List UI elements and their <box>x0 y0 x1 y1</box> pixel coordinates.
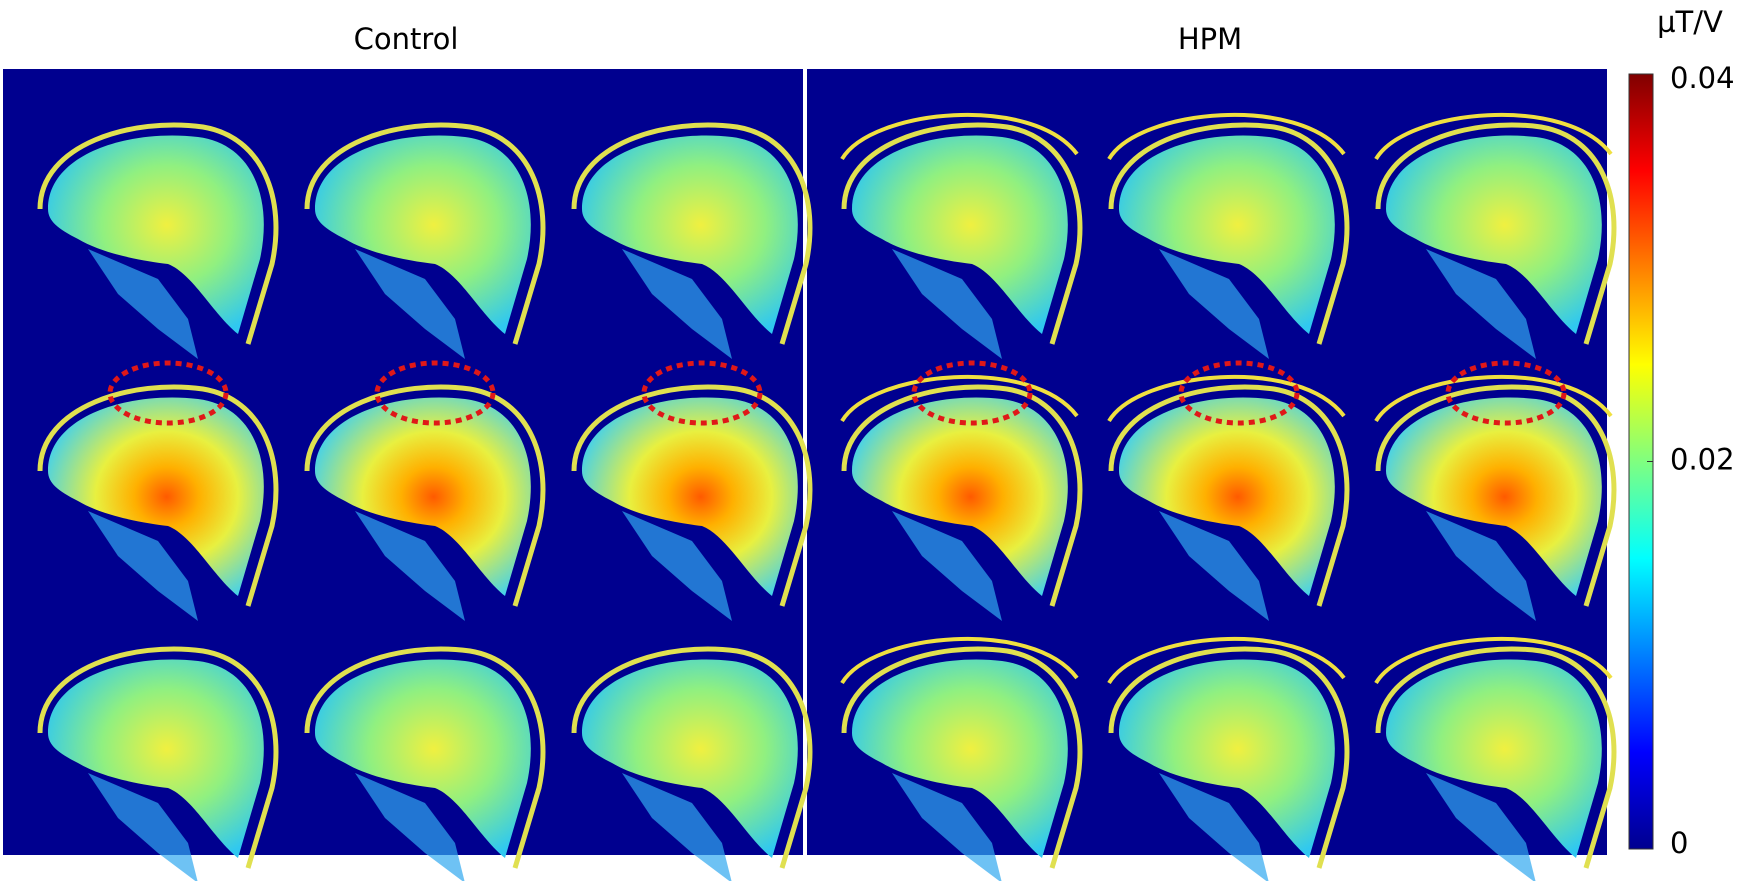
colorbar-tick-label: 0.02 <box>1670 443 1735 477</box>
region-marker <box>1178 360 1300 426</box>
lower-tissue <box>1159 773 1269 881</box>
brain-slice <box>571 122 813 359</box>
outer-arc <box>840 374 1079 423</box>
skull <box>304 384 546 607</box>
brain-slice <box>304 646 546 881</box>
panel-title: Control <box>354 22 459 56</box>
tissue <box>1119 659 1335 858</box>
tissue <box>1119 397 1335 596</box>
tissue <box>852 659 1068 858</box>
lower-tissue <box>892 773 1002 881</box>
tissue <box>852 397 1068 596</box>
skull <box>1108 646 1350 869</box>
lower-tissue <box>1426 249 1536 359</box>
tissue <box>48 659 264 858</box>
brain-slice <box>304 360 546 621</box>
lower-tissue <box>355 773 465 881</box>
skull <box>571 646 813 869</box>
outer-arc <box>840 112 1079 161</box>
skull <box>1375 384 1617 607</box>
lower-tissue <box>622 511 732 621</box>
colorbar-tick-label: 0.04 <box>1670 61 1735 95</box>
tissue <box>48 397 264 596</box>
brain-slice <box>1107 112 1350 359</box>
lower-tissue <box>1159 249 1269 359</box>
lower-tissue <box>892 511 1002 621</box>
lower-tissue <box>1426 511 1536 621</box>
skull <box>841 646 1083 869</box>
brain-slice <box>840 112 1083 359</box>
lower-tissue <box>88 773 198 881</box>
lower-tissue <box>88 511 198 621</box>
brain-slice <box>1374 360 1617 621</box>
brain-slice <box>840 360 1083 621</box>
skull <box>37 122 279 345</box>
tissue <box>582 135 798 334</box>
skull <box>1375 122 1617 345</box>
tissue <box>852 135 1068 334</box>
tissue <box>315 397 531 596</box>
tissue <box>1386 397 1602 596</box>
skull <box>304 122 546 345</box>
brain-slice <box>37 646 279 881</box>
tissue <box>582 397 798 596</box>
skull <box>571 122 813 345</box>
lower-tissue <box>355 249 465 359</box>
tissue <box>1386 659 1602 858</box>
tissue <box>315 135 531 334</box>
brain-slice <box>571 360 813 621</box>
tissue <box>315 659 531 858</box>
brain-slice <box>1374 112 1617 359</box>
lower-tissue <box>1159 511 1269 621</box>
skull <box>1108 122 1350 345</box>
outer-arc <box>1107 374 1346 423</box>
outer-arc <box>1374 636 1613 685</box>
tissue <box>48 135 264 334</box>
lower-tissue <box>622 249 732 359</box>
skull <box>37 384 279 607</box>
outer-arc <box>1107 112 1346 161</box>
lower-tissue <box>1426 773 1536 881</box>
region-marker <box>641 360 763 426</box>
colorbar-label: µT/V <box>1657 5 1723 39</box>
skull <box>841 384 1083 607</box>
brain-maps <box>37 112 1617 881</box>
lower-tissue <box>892 249 1002 359</box>
region-marker <box>1445 360 1567 426</box>
skull <box>1375 646 1617 869</box>
brain-slice <box>1374 636 1617 881</box>
outer-arc <box>840 636 1079 685</box>
skull <box>304 646 546 869</box>
skull <box>37 646 279 869</box>
brain-slice <box>37 122 279 359</box>
lower-tissue <box>88 249 198 359</box>
brain-slice <box>571 646 813 881</box>
brain-slice <box>304 122 546 359</box>
tissue <box>1386 135 1602 334</box>
tissue <box>582 659 798 858</box>
region-marker <box>911 360 1033 426</box>
brain-slice <box>1107 636 1350 881</box>
region-marker <box>374 360 496 426</box>
outer-arc <box>1374 112 1613 161</box>
outer-arc <box>1107 636 1346 685</box>
skull <box>1108 384 1350 607</box>
colorbar-tick-label: 0 <box>1670 826 1688 860</box>
panel-title: HPM <box>1178 22 1242 56</box>
tissue <box>1119 135 1335 334</box>
outer-arc <box>1374 374 1613 423</box>
region-marker <box>107 360 229 426</box>
skull <box>841 122 1083 345</box>
skull <box>571 384 813 607</box>
lower-tissue <box>622 773 732 881</box>
brain-slice <box>840 636 1083 881</box>
brain-slice <box>37 360 279 621</box>
lower-tissue <box>355 511 465 621</box>
brain-slice <box>1107 360 1350 621</box>
